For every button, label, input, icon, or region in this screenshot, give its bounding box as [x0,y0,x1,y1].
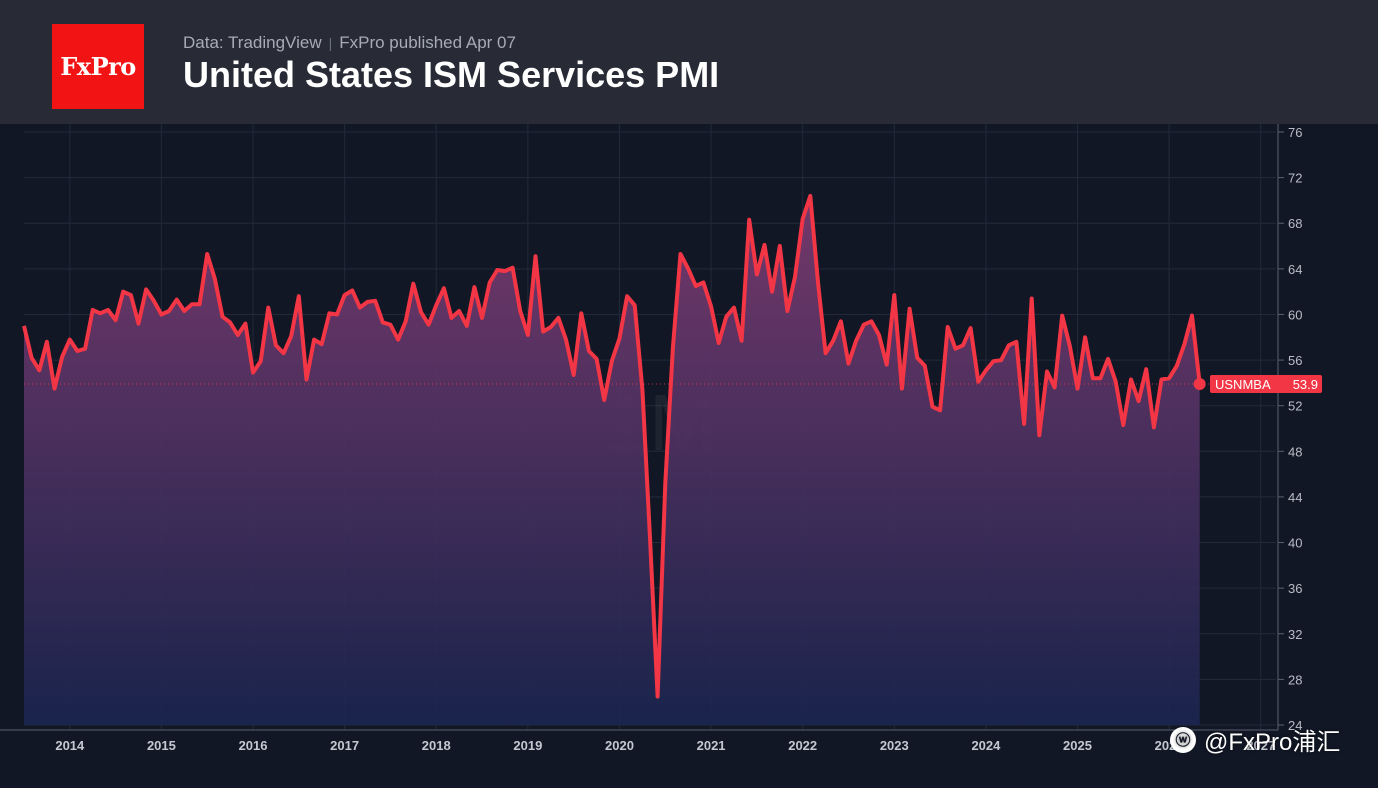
last-value-label-bg [1210,375,1322,394]
watermark: ⓦ @FxPro浦汇 [1170,722,1340,757]
separator: | [328,35,333,51]
x-tick-label: 2016 [239,738,268,753]
y-tick-label: 24 [1288,718,1302,733]
chart-area: 24 28 32 36 40 44 48 52 56 60 64 68 72 76 2014 2015 2016… [0,124,1322,753]
x-tick-label: 2017 [330,738,359,753]
chart-header: FxPro Data: TradingView | FxPro published … [0,0,1378,124]
x-tick-label: 2021 [697,738,726,753]
y-tick-label: 52 [1288,399,1302,414]
publish-info: FxPro published Apr 07 [339,33,516,52]
x-tick-label: 2020 [605,738,634,753]
x-tick-label: 2019 [513,738,542,753]
y-tick-label: 72 [1288,171,1302,186]
last-value-marker [1193,378,1206,391]
y-tick-label: 60 [1288,307,1302,322]
chart-meta: Data: TradingView | FxPro published Apr 07 [183,33,516,53]
x-tick-label: 2023 [880,738,909,753]
y-tick-label: 28 [1288,672,1302,687]
x-tick-label: 2015 [147,738,176,753]
y-tick-label: 68 [1288,216,1302,231]
x-tick-label: 2014 [55,738,85,753]
y-tick-label: 48 [1288,444,1302,459]
x-tick-label: 2024 [971,738,1001,753]
y-tick-label: 32 [1288,627,1302,642]
y-tick-label: 36 [1288,581,1302,596]
x-tick-label: 2022 [788,738,817,753]
data-source: Data: TradingView [183,33,322,52]
x-tick-label: 2018 [422,738,451,753]
series-name-label: USNMBA [1215,377,1271,392]
series-line [22,193,1202,699]
y-tick-label: 64 [1288,262,1302,277]
weibo-icon: ⓦ [1170,726,1196,753]
x-tick-label: 2027 [1246,738,1275,753]
y-tick-label: 40 [1288,536,1302,551]
series-area-fill [24,195,1200,725]
y-tick-label: 56 [1288,353,1302,368]
fxpro-logo: FxPro [52,24,144,109]
last-value-label: 53.9 [1293,377,1318,392]
x-tick-label: 2025 [1063,738,1092,753]
page-title: United States ISM Services PMI [183,54,720,95]
watermark-text: @FxPro浦汇 [1204,729,1341,756]
y-tick-label: 76 [1288,125,1302,140]
y-tick-label: 44 [1288,490,1302,505]
